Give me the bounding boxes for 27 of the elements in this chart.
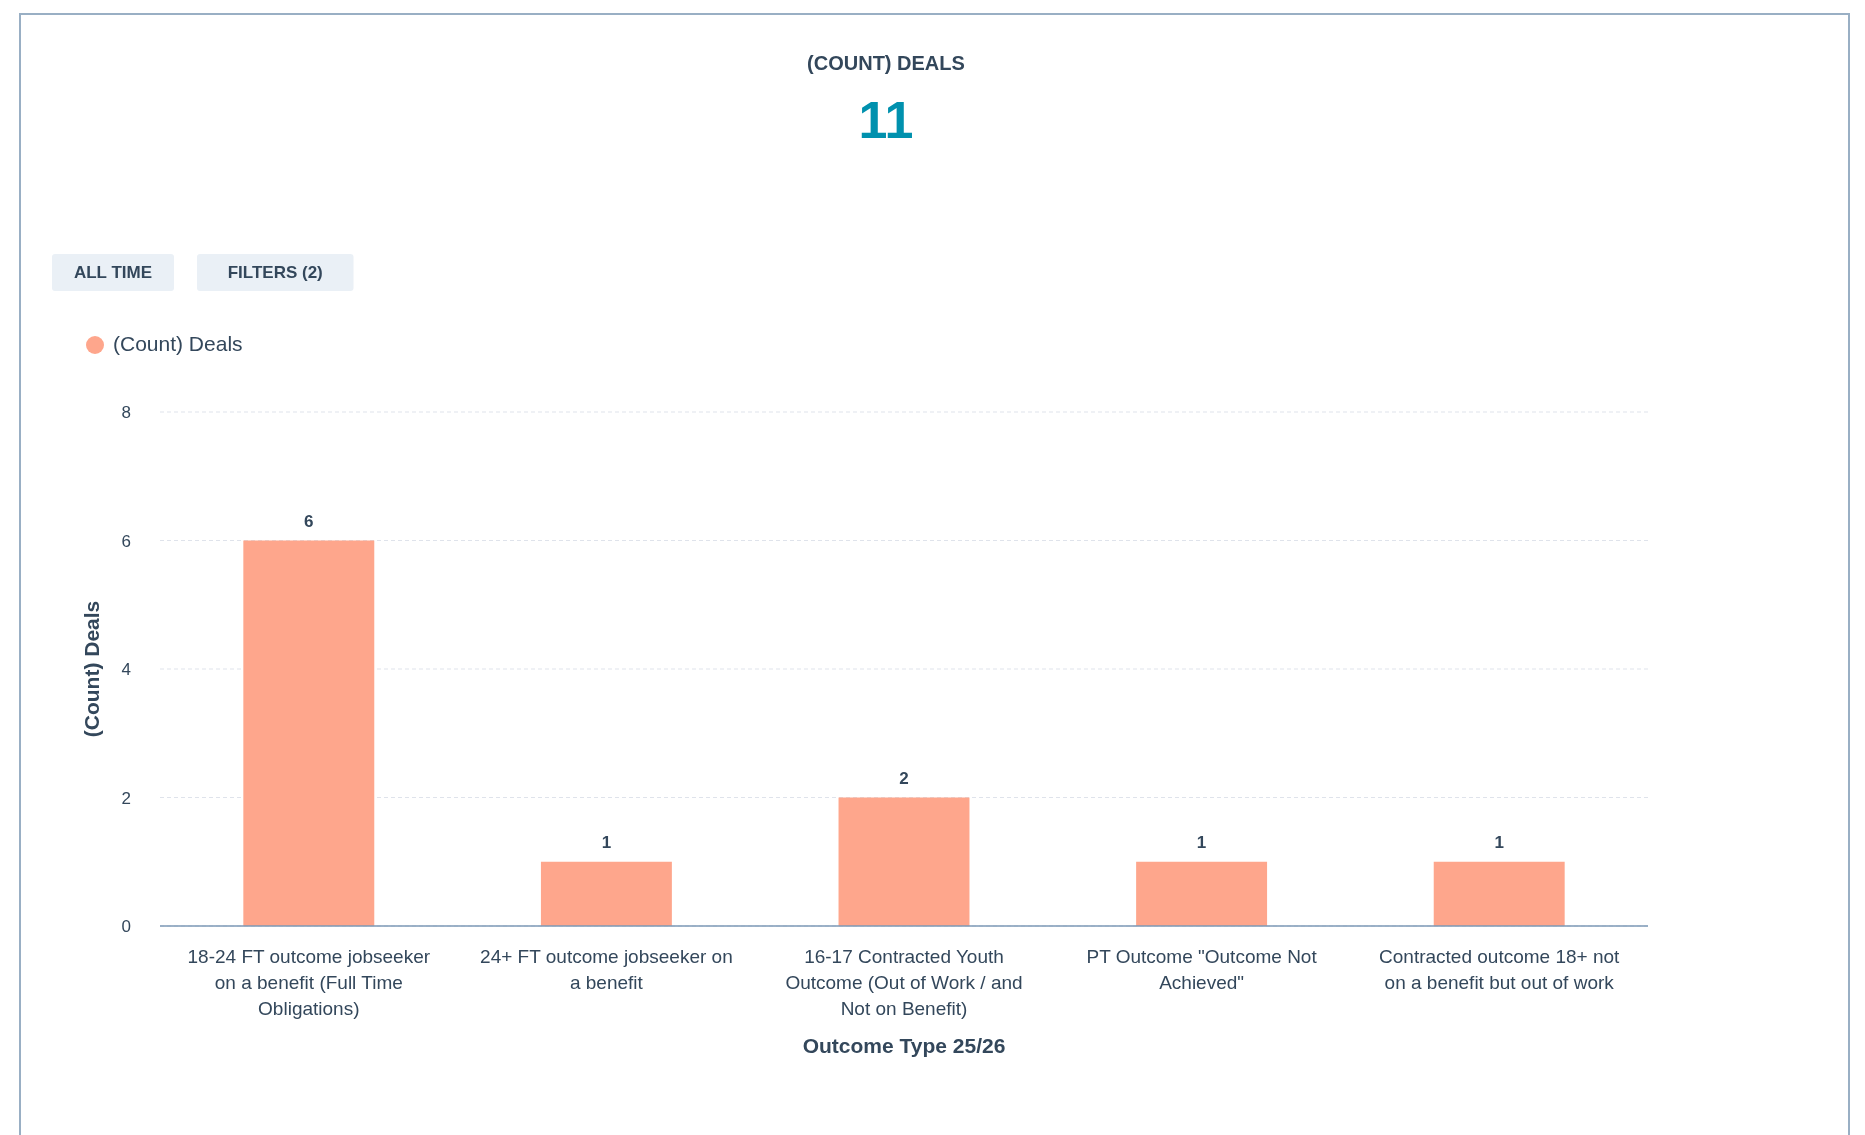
chart-title: (COUNT) DEALS — [807, 52, 965, 74]
y-tick-label: 2 — [121, 788, 131, 808]
x-tick-label: 16-17 Contracted Youth Outcome (Out of Work / and Not on Benefit) — [785, 946, 1023, 1019]
date-range-button: ALL TIME — [52, 254, 174, 291]
bar — [1433, 861, 1565, 926]
bar — [243, 540, 375, 926]
legend-label: (Count) Deals — [113, 332, 243, 355]
chart-subtitle: 11 — [858, 91, 914, 149]
data-label: 2 — [899, 768, 909, 788]
data-label: 1 — [1196, 832, 1207, 852]
bar — [838, 797, 970, 926]
x-tick-label: 18-24 FT outcome jobseeker on a benefit (Full Time Obligations) — [187, 946, 431, 1019]
bar — [540, 861, 672, 926]
bar — [1136, 861, 1268, 926]
y-tick-label: 0 — [121, 917, 131, 936]
y-tick-label: 8 — [121, 403, 131, 422]
x-tick-label: PT Outcome "Outcome Not Achieved" — [1086, 946, 1318, 993]
y-tick-label: 4 — [121, 660, 131, 679]
y-tick-label: 6 — [121, 531, 131, 551]
data-label: 6 — [304, 511, 314, 531]
x-axis-title: Outcome Type 25/26 — [802, 1034, 1006, 1057]
data-label: 1 — [1494, 832, 1504, 852]
y-axis-title: (Count) Deals — [80, 600, 103, 738]
filters-button: FILTERS (2) — [197, 254, 354, 291]
x-tick-label: 24+ FT outcome jobseeker on a benefit — [480, 946, 733, 993]
x-tick-label: Contracted outcome 18+ not on a benefit but out of work — [1379, 946, 1621, 993]
data-label: 1 — [601, 832, 612, 852]
